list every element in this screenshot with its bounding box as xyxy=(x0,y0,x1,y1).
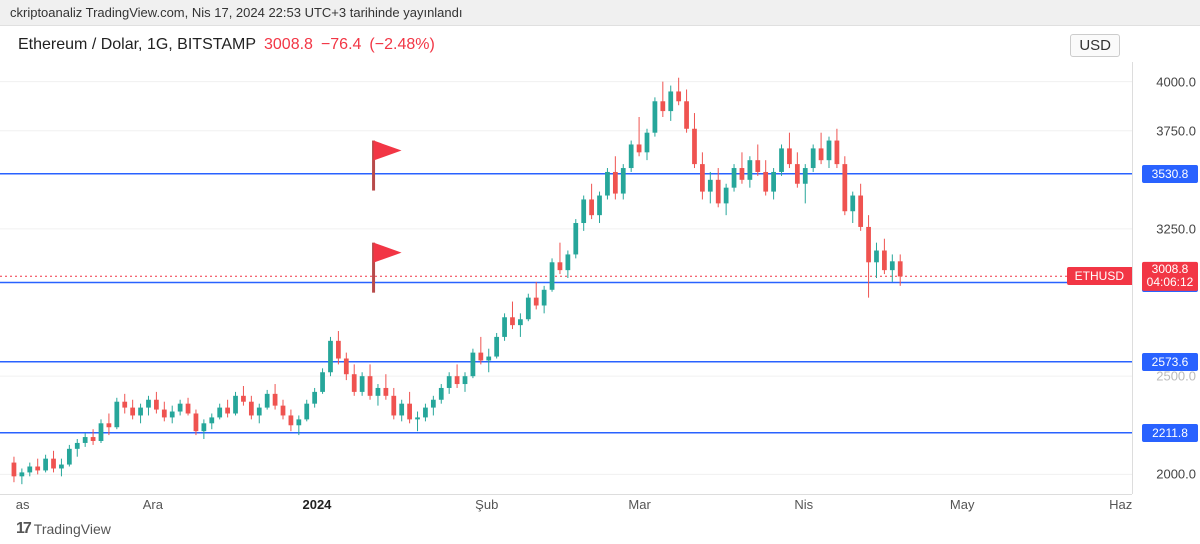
tv-logo-icon: 17 xyxy=(16,520,30,538)
x-tick: Mar xyxy=(628,497,650,512)
y-tick: 3250.0 xyxy=(1156,221,1196,236)
chart-area[interactable] xyxy=(0,62,1132,494)
symbol-change-pct: (−2.48%) xyxy=(369,36,434,54)
symbol-row: Ethereum / Dolar, 1G, BITSTAMP 3008.8 −7… xyxy=(18,36,435,54)
y-tick: 2000.0 xyxy=(1156,467,1196,482)
y-tick: 4000.0 xyxy=(1156,74,1196,89)
tradingview-watermark: 17 TradingView xyxy=(16,520,111,538)
y-tick: 3750.0 xyxy=(1156,123,1196,138)
hline-price-tag: 3530.8 xyxy=(1142,165,1198,183)
x-tick: May xyxy=(950,497,975,512)
x-tick: Haz xyxy=(1109,497,1132,512)
hline-price-tag: 2573.6 xyxy=(1142,353,1198,371)
candlestick-chart xyxy=(0,62,1132,494)
current-price-tag: ETHUSD xyxy=(1067,267,1132,285)
x-tick: Nis xyxy=(794,497,813,512)
currency-badge[interactable]: USD xyxy=(1070,34,1120,57)
price-axis[interactable]: 4000.03750.03250.02500.02000.03530.82976… xyxy=(1132,62,1200,494)
time-axis[interactable]: as Ara 2024 Şub Mar Nis May Haz xyxy=(0,494,1132,516)
y-tick: 2500.0 xyxy=(1156,369,1196,384)
x-tick: Şub xyxy=(475,497,498,512)
publish-text: ckriptoanaliz TradingView.com, Nis 17, 2… xyxy=(10,5,463,20)
x-tick: as xyxy=(16,497,30,512)
publish-header: ckriptoanaliz TradingView.com, Nis 17, 2… xyxy=(0,0,1200,26)
symbol-change: −76.4 xyxy=(321,36,361,54)
x-tick: 2024 xyxy=(302,497,331,512)
price-tag-value: 3008.804:06:12 xyxy=(1142,262,1198,290)
hline-price-tag: 2211.8 xyxy=(1142,424,1198,442)
symbol-name: Ethereum / Dolar, 1G, BITSTAMP xyxy=(18,36,256,54)
chart-main: Ethereum / Dolar, 1G, BITSTAMP 3008.8 −7… xyxy=(0,26,1200,544)
x-tick: Ara xyxy=(143,497,163,512)
symbol-close: 3008.8 xyxy=(264,36,313,54)
price-tag-symbol: ETHUSD xyxy=(1067,267,1132,285)
watermark-text: TradingView xyxy=(34,521,111,537)
